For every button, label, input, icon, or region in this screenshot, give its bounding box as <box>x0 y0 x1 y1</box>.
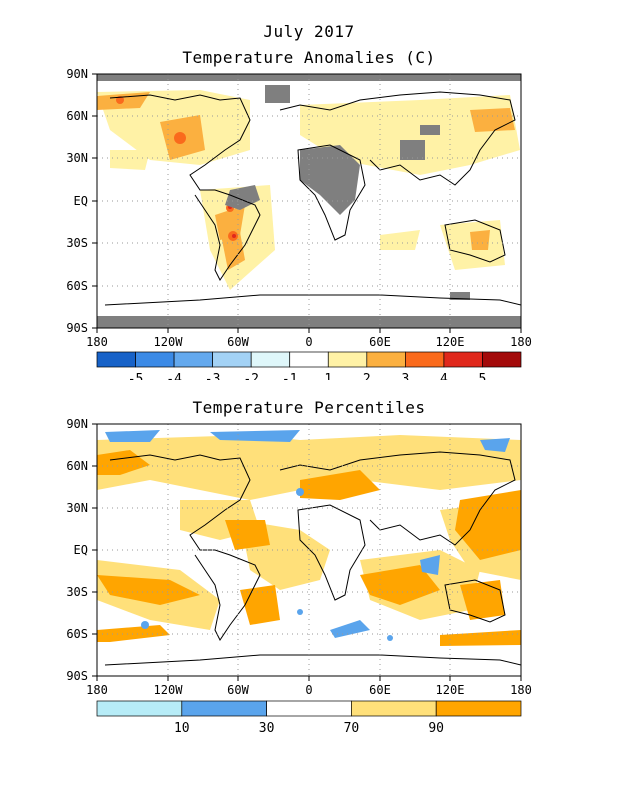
lat-label: 60S <box>66 279 88 293</box>
legend-swatch <box>266 700 352 717</box>
lat-label: 30N <box>66 501 88 515</box>
percentile-map-title: Temperature Percentiles <box>192 398 426 417</box>
legend-label: -5 <box>128 372 144 380</box>
lon-label: 120E <box>436 335 465 349</box>
anomaly-map: 90N 60N 30N EQ 30S 60S 90S 180 120W 60W … <box>66 67 532 380</box>
percentile-map: 90N 60N 30N EQ 30S 60S 90S 180 120W 60W … <box>66 417 532 736</box>
lat-label: 60N <box>66 459 88 473</box>
legend-label: 3 <box>401 372 409 380</box>
lat-label: 90S <box>66 321 88 335</box>
lat-label: 30S <box>66 585 88 599</box>
lat-label: EQ <box>74 543 88 557</box>
lon-label: 120W <box>154 683 184 697</box>
legend-swatch <box>443 351 483 368</box>
legend-swatch <box>135 351 175 368</box>
coastlines <box>104 91 521 306</box>
lon-label: 60E <box>369 683 391 697</box>
lon-label: 60W <box>227 683 249 697</box>
missing-data-south <box>97 316 521 328</box>
lat-label: 90N <box>66 417 88 431</box>
legend-swatch <box>366 351 406 368</box>
legend-swatch <box>173 351 213 368</box>
anomaly-legend: -5 -4 -3 -2 -1 1 2 3 4 5 <box>96 351 522 380</box>
legend-label: 1 <box>324 372 332 380</box>
legend-label: -1 <box>282 372 298 380</box>
percentile-legend: 10 30 70 90 <box>96 700 522 736</box>
map-date: July 2017 <box>263 22 355 41</box>
lat-label: 90N <box>66 67 88 81</box>
graticule <box>97 424 521 676</box>
legend-label: 70 <box>344 721 360 736</box>
legend-swatch <box>405 351 445 368</box>
lon-label: 180 <box>86 335 108 349</box>
legend-label: 2 <box>363 372 371 380</box>
legend-label: 10 <box>174 721 190 736</box>
percentile-below-30 <box>105 430 510 641</box>
legend-swatch <box>250 351 291 368</box>
legend-swatch <box>351 700 437 717</box>
legend-label: -2 <box>243 372 259 380</box>
legend-label: 30 <box>259 721 275 736</box>
lon-label: 120W <box>154 335 184 349</box>
legend-label: 5 <box>479 372 487 380</box>
lon-label: 180 <box>510 683 532 697</box>
legend-swatch <box>96 351 136 368</box>
lon-label: 180 <box>510 335 532 349</box>
graticule <box>97 74 521 328</box>
legend-label: 4 <box>440 372 448 380</box>
lat-label: 30N <box>66 151 88 165</box>
legend-swatch <box>181 700 267 717</box>
lat-label: EQ <box>74 194 88 208</box>
lon-label: 60W <box>227 335 249 349</box>
lat-label: 60S <box>66 627 88 641</box>
lon-label: 0 <box>305 335 312 349</box>
lon-label: 120E <box>436 683 465 697</box>
legend-swatch <box>96 700 183 717</box>
lon-label: 180 <box>86 683 108 697</box>
legend-label: 90 <box>428 721 444 736</box>
legend-swatch <box>289 351 329 368</box>
legend-swatch <box>212 351 252 368</box>
legend-label: -4 <box>166 372 182 380</box>
legend-swatch <box>435 700 522 717</box>
lon-label: 0 <box>305 683 312 697</box>
percentile-above-90 <box>97 450 521 646</box>
legend-swatch <box>482 351 522 368</box>
lat-label: 90S <box>66 669 88 683</box>
missing-data-north <box>97 74 521 81</box>
legend-label: -3 <box>205 372 221 380</box>
lon-label: 60E <box>369 335 391 349</box>
anomaly-moderate-areas <box>97 92 515 270</box>
lat-label: 60N <box>66 109 88 123</box>
legend-swatch <box>327 351 368 368</box>
anomaly-map-title: Temperature Anomalies (C) <box>182 48 436 67</box>
lat-label: 30S <box>66 236 88 250</box>
